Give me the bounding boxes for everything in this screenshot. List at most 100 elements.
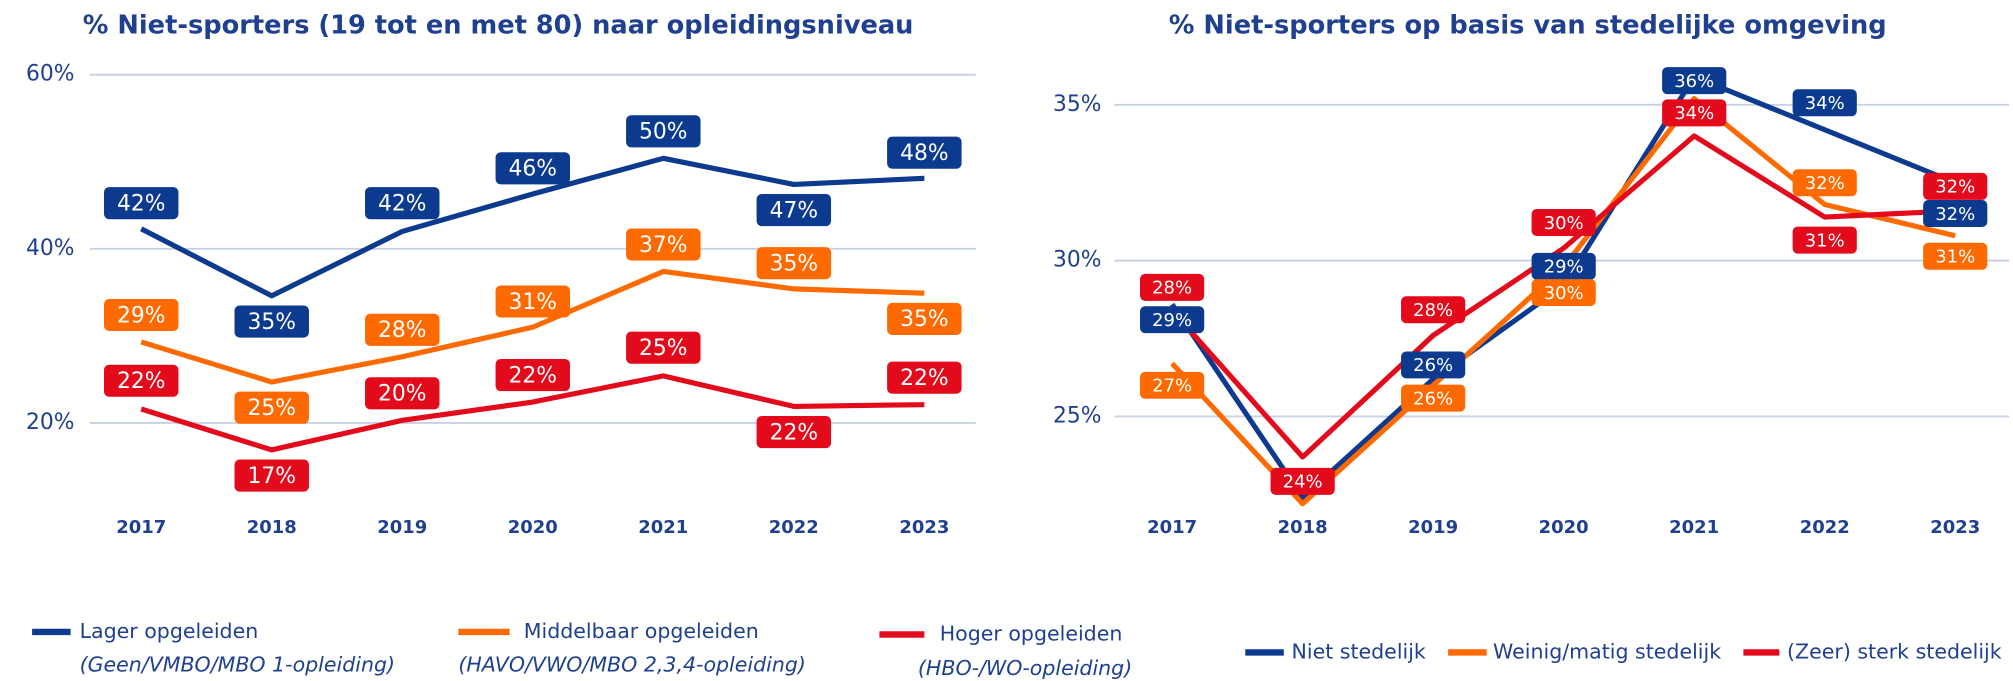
data-label-box xyxy=(1531,252,1596,280)
data-label-text: 28% xyxy=(1152,278,1192,299)
data-label-box xyxy=(1531,209,1596,236)
data-label: 50% xyxy=(626,115,701,148)
legend-label: Hoger opgeleiden xyxy=(940,621,1123,645)
data-label-box xyxy=(887,361,962,394)
data-label-text: 47% xyxy=(770,198,818,223)
data-label: 32% xyxy=(1792,169,1857,197)
data-label: 22% xyxy=(495,359,571,392)
data-label-text: 29% xyxy=(1152,310,1192,331)
data-label-box xyxy=(1792,89,1857,117)
data-label-text: 22% xyxy=(509,363,557,388)
data-label-text: 35% xyxy=(900,307,948,332)
legend-label: Niet stedelijk xyxy=(1292,639,1426,663)
data-label: 20% xyxy=(365,377,440,410)
data-label: 32% xyxy=(1923,172,1988,200)
data-label: 30% xyxy=(1531,209,1596,236)
data-label: 29% xyxy=(103,298,179,332)
data-label-box xyxy=(234,459,309,492)
y-tick-label: 25% xyxy=(1053,403,1101,428)
data-label: 25% xyxy=(234,391,309,424)
data-label-box xyxy=(756,247,832,280)
data-label: 22% xyxy=(756,416,832,449)
data-label-text: 22% xyxy=(900,366,948,391)
data-label-text: 42% xyxy=(117,191,165,216)
data-label: 35% xyxy=(234,305,309,338)
x-tick-label: 2020 xyxy=(1539,517,1589,538)
data-label-text: 34% xyxy=(1805,93,1845,114)
data-label: 27% xyxy=(1140,371,1205,399)
data-label-text: 26% xyxy=(1413,388,1453,409)
legend-note: (HBO-/WO-opleiding) xyxy=(918,656,1132,680)
x-tick-label: 2018 xyxy=(247,517,297,538)
data-label-box xyxy=(365,313,440,346)
data-label-text: 36% xyxy=(1674,71,1714,92)
data-label-box xyxy=(1401,351,1466,379)
data-label: 47% xyxy=(756,194,832,227)
data-label-text: 42% xyxy=(378,191,426,216)
data-label: 31% xyxy=(1792,226,1857,254)
data-label-text: 22% xyxy=(117,369,165,394)
chart-title: % Niet-sporters (19 tot en met 80) naar … xyxy=(83,10,914,40)
data-label: 24% xyxy=(1270,467,1335,495)
y-tick-label: 60% xyxy=(26,62,74,87)
data-label-box xyxy=(1401,296,1466,324)
data-label-text: 31% xyxy=(509,290,557,315)
data-label-box xyxy=(756,416,832,449)
data-label-box xyxy=(1923,172,1988,200)
x-tick-label: 2019 xyxy=(377,517,427,538)
data-label-text: 31% xyxy=(1805,230,1845,251)
data-label-text: 48% xyxy=(900,141,948,166)
data-label: 29% xyxy=(1531,252,1596,280)
data-label-text: 25% xyxy=(639,336,687,361)
data-label-text: 24% xyxy=(1283,472,1323,493)
x-tick-label: 2018 xyxy=(1278,517,1328,538)
legend-label: (Zeer) sterk stedelijk xyxy=(1787,639,2002,663)
data-label-box xyxy=(1531,279,1596,307)
data-label-text: 22% xyxy=(770,420,818,445)
data-label-box xyxy=(1140,371,1205,399)
data-label-box xyxy=(495,152,571,185)
data-label-box xyxy=(626,331,701,364)
x-tick-label: 2017 xyxy=(116,517,166,538)
series-line xyxy=(140,373,925,453)
legend-note: (HAVO/VWO/MBO 2,3,4-opleiding) xyxy=(458,652,806,676)
data-label-text: 17% xyxy=(247,464,295,489)
data-label-box xyxy=(1270,467,1335,495)
data-label-text: 20% xyxy=(378,382,426,407)
data-label-box xyxy=(1662,99,1727,127)
data-label-box xyxy=(887,136,962,169)
data-label-text: 35% xyxy=(247,310,295,335)
x-tick-label: 2023 xyxy=(1930,517,1980,538)
data-label-box xyxy=(626,115,701,148)
data-label-box xyxy=(103,187,179,220)
data-label-text: 32% xyxy=(1935,204,1975,225)
data-label: 42% xyxy=(365,187,440,220)
data-label-box xyxy=(234,391,309,424)
data-label-text: 32% xyxy=(1805,173,1845,194)
data-label-box xyxy=(1662,67,1727,95)
data-label-box xyxy=(365,187,440,220)
x-tick-label: 2023 xyxy=(899,517,949,538)
data-label: 35% xyxy=(887,302,962,335)
x-tick-label: 2020 xyxy=(508,517,558,538)
data-label-text: 50% xyxy=(639,120,687,145)
data-label: 36% xyxy=(1662,67,1727,95)
data-label: 31% xyxy=(495,285,571,318)
chart-title: % Niet-sporters op basis van stedelijke … xyxy=(1169,10,1887,40)
data-label-text: 26% xyxy=(1413,355,1453,376)
data-label: 31% xyxy=(1923,242,1988,270)
data-label: 48% xyxy=(887,136,962,169)
data-label-text: 34% xyxy=(1674,103,1714,124)
x-tick-label: 2021 xyxy=(1669,517,1719,538)
data-label-text: 37% xyxy=(639,233,687,258)
data-label-text: 28% xyxy=(1413,300,1453,321)
x-tick-label: 2022 xyxy=(1800,517,1850,538)
legend-label: Middelbaar opgeleiden xyxy=(524,619,759,643)
y-tick-label: 40% xyxy=(26,236,74,261)
data-label-text: 32% xyxy=(1935,177,1975,198)
y-tick-label: 30% xyxy=(1053,248,1101,273)
data-label: 42% xyxy=(103,187,179,220)
data-label-text: 29% xyxy=(117,303,165,328)
series-line xyxy=(1170,133,1956,460)
